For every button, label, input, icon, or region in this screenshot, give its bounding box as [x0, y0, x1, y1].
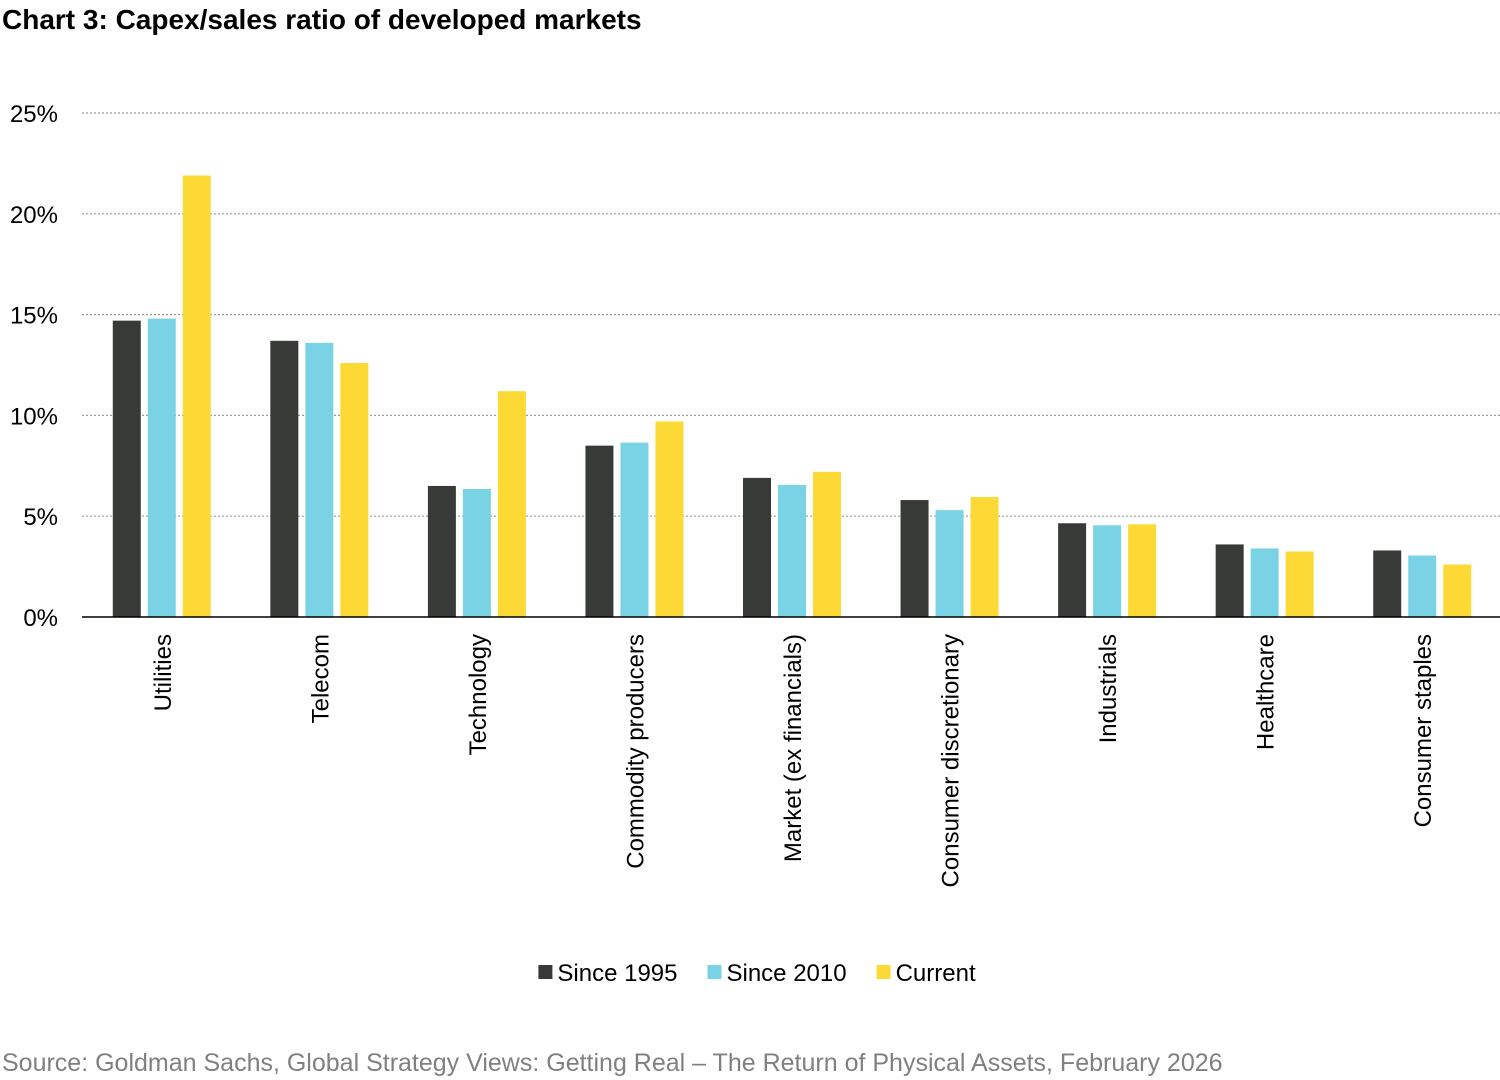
legend-label: Current	[896, 960, 976, 987]
chart-title: Chart 3: Capex/sales ratio of developed …	[2, 4, 642, 35]
bar-chart: 0% 5% 10% 15% 20% 25% Utilities Telecom Technol…	[10, 101, 1500, 987]
y-tick-label: 20%	[10, 202, 58, 229]
bar	[1408, 555, 1437, 617]
bar	[340, 362, 369, 617]
bar	[813, 471, 841, 617]
bar	[1285, 551, 1314, 617]
bar	[1443, 564, 1472, 617]
bar	[1373, 550, 1402, 617]
category-label: Healthcare	[1253, 634, 1280, 750]
category-labels: Utilities Telecom Technology Commodity prod…	[150, 634, 1437, 887]
bar	[1128, 524, 1157, 617]
y-tick-label: 10%	[10, 403, 58, 430]
legend-swatch	[707, 965, 722, 979]
legend: Since 1995 Since 2010 Current	[538, 960, 976, 987]
y-tick-label: 25%	[10, 101, 58, 128]
legend-swatch	[538, 965, 553, 979]
category-label: Commodity producers	[622, 634, 649, 869]
bar	[1250, 548, 1279, 617]
bar	[112, 320, 141, 617]
category-label: Industrials	[1095, 634, 1122, 743]
bar	[900, 500, 929, 617]
bar	[1093, 525, 1122, 617]
source-note: Source: Goldman Sachs, Global Strategy V…	[2, 1049, 1223, 1077]
bar	[270, 340, 299, 617]
bar	[655, 421, 684, 617]
bar	[620, 442, 649, 617]
bar	[462, 488, 491, 617]
category-label: Consumer discretionary	[938, 634, 965, 887]
category-label: Telecom	[307, 634, 334, 723]
bar	[305, 342, 334, 617]
y-tick-label: 5%	[23, 504, 58, 531]
category-label: Utilities	[150, 634, 177, 711]
legend-label: Since 2010	[726, 960, 846, 987]
legend-label: Since 1995	[557, 960, 677, 987]
y-axis-tick-labels: 0% 5% 10% 15% 20% 25%	[10, 101, 58, 632]
bar	[1215, 544, 1244, 617]
bar	[1058, 523, 1087, 617]
category-label: Technology	[465, 634, 492, 755]
bar	[935, 510, 964, 617]
y-tick-label: 15%	[10, 303, 58, 330]
bar	[585, 445, 614, 617]
bar	[427, 485, 456, 617]
y-tick-label: 0%	[23, 605, 58, 632]
bar	[497, 391, 526, 617]
bar	[182, 175, 211, 617]
bar	[970, 497, 999, 617]
legend-swatch	[876, 965, 891, 979]
category-label: Market (ex financials)	[780, 634, 807, 862]
bars	[112, 175, 1472, 617]
bar	[743, 477, 771, 617]
bar	[147, 318, 176, 617]
category-label: Consumer staples	[1410, 634, 1437, 827]
bar	[778, 484, 806, 617]
